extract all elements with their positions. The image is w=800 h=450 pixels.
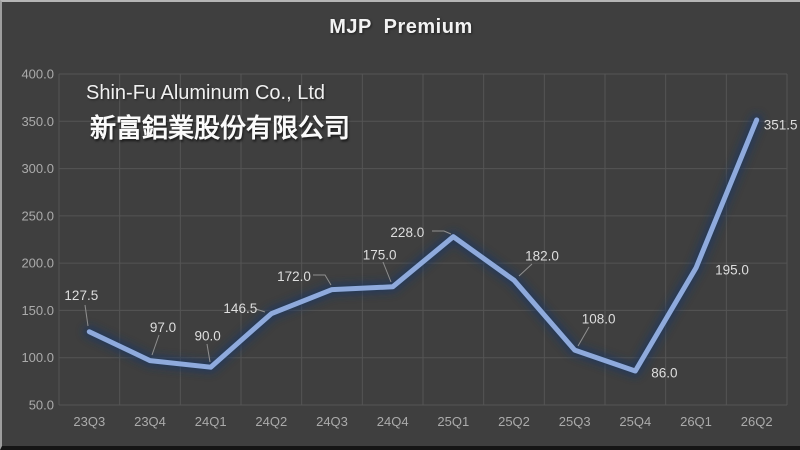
data-label: 351.5 [764, 117, 798, 132]
x-tick-label: 24Q4 [377, 414, 409, 429]
y-tick-label: 200.0 [21, 256, 54, 271]
data-label: 182.0 [525, 249, 559, 264]
leader-line [432, 230, 452, 235]
y-tick-label: 300.0 [21, 161, 54, 176]
y-tick-label: 250.0 [21, 208, 54, 223]
x-tick-label: 25Q2 [498, 414, 530, 429]
data-label: 172.0 [277, 269, 311, 284]
data-label: 86.0 [651, 365, 677, 380]
leader-line [382, 261, 392, 283]
y-tick-label: 350.0 [21, 114, 54, 129]
leader-line [518, 263, 533, 277]
data-label: 90.0 [195, 329, 221, 344]
data-label: 108.0 [582, 312, 616, 327]
x-tick-label: 25Q4 [619, 414, 651, 429]
data-label-leaders [84, 230, 590, 363]
chart-title: MJP Premium [329, 16, 473, 38]
leader-line [84, 304, 89, 327]
leader-line [151, 334, 160, 356]
leader-line [577, 326, 590, 347]
company-name-en: Shin-Fu Aluminum Co., Ltd [86, 82, 325, 104]
data-label: 146.5 [223, 301, 257, 316]
x-tick-label: 25Q3 [559, 414, 591, 429]
x-tick-label: 23Q4 [134, 414, 166, 429]
series-line [86, 117, 760, 374]
y-tick-label: 100.0 [21, 350, 54, 365]
y-tick-label: 50.0 [29, 398, 54, 413]
y-tick-label: 150.0 [21, 303, 54, 318]
x-tick-label: 23Q3 [73, 414, 105, 429]
x-tick-label: 24Q3 [316, 414, 348, 429]
x-tick-label: 26Q2 [741, 414, 773, 429]
x-tick-label: 26Q1 [680, 414, 712, 429]
leader-line [206, 343, 211, 363]
x-tick-label: 24Q1 [195, 414, 227, 429]
data-label: 97.0 [150, 320, 176, 335]
x-axis-labels: 23Q3 23Q4 24Q1 24Q2 24Q3 24Q4 25Q1 25Q2 25Q3 25Q4… [73, 414, 772, 429]
data-label: 195.0 [715, 262, 749, 277]
data-label: 127.5 [64, 288, 98, 303]
y-tick-label: 400.0 [21, 67, 54, 82]
data-label: 175.0 [363, 247, 397, 262]
leader-line [255, 308, 266, 313]
company-name-zh: 新富鋁業股份有限公司 [90, 113, 351, 143]
data-label: 228.0 [390, 225, 424, 240]
x-tick-label: 25Q1 [437, 414, 469, 429]
leader-line [313, 274, 332, 286]
x-tick-label: 24Q2 [255, 414, 287, 429]
y-axis-labels: 400.0 350.0 300.0 250.0 200.0 150.0 100.0 50.0 [21, 67, 54, 413]
